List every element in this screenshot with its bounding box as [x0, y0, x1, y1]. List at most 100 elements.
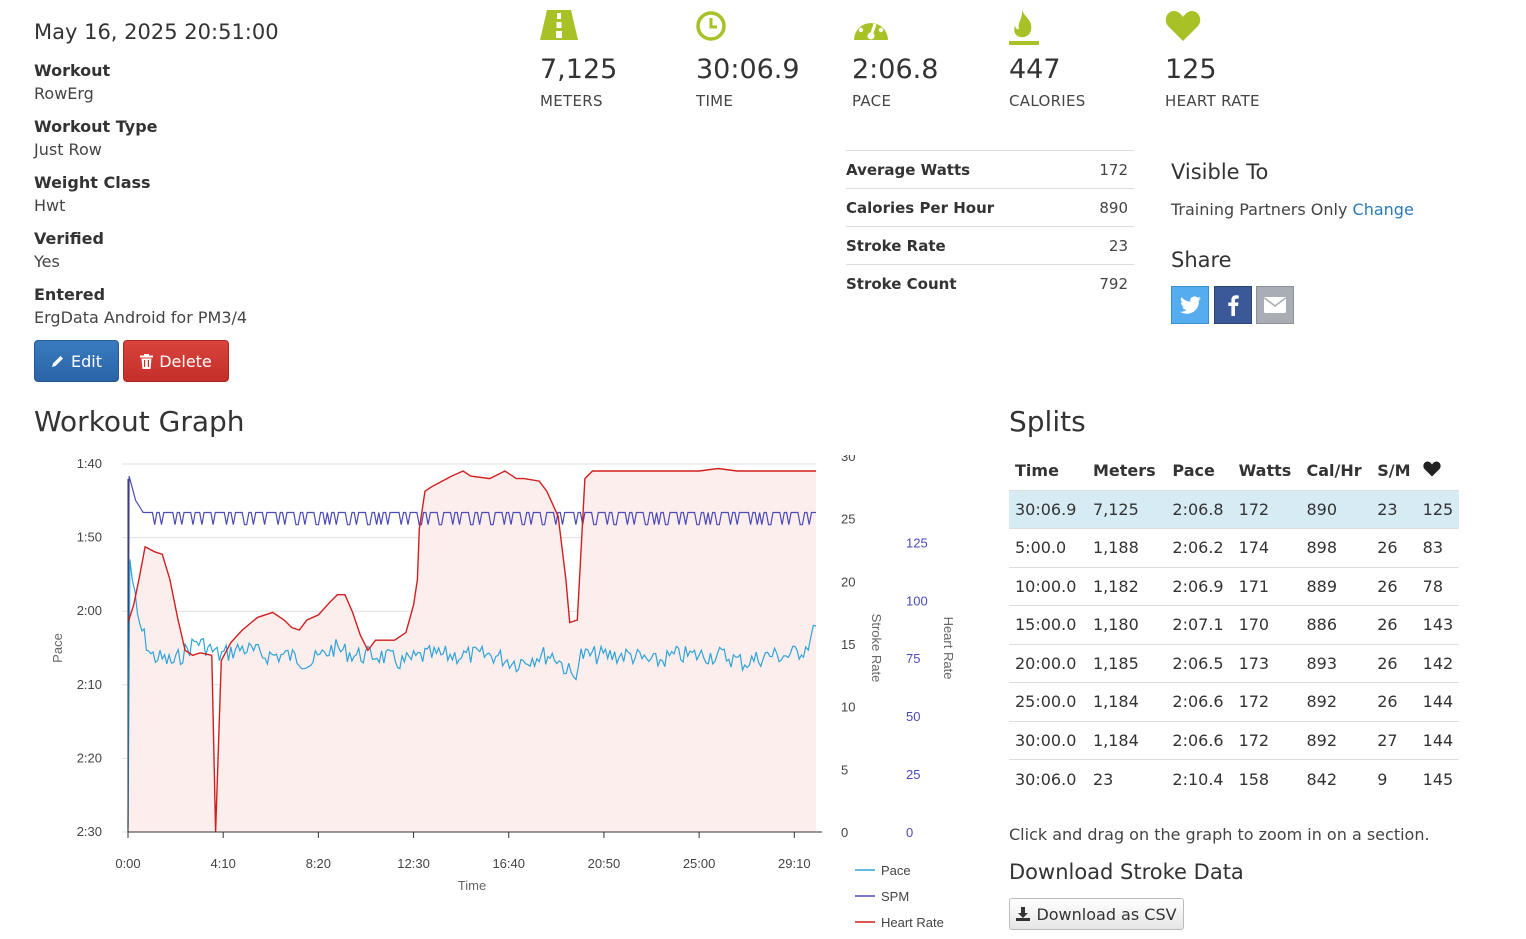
heart-icon: [1423, 461, 1441, 477]
stat-value: 30:06.9: [696, 54, 800, 85]
stat-label: CALORIES: [1009, 92, 1086, 110]
splits-cell: 158: [1232, 759, 1301, 798]
pencil-icon: [52, 356, 63, 367]
workout-graph[interactable]: 1:40 1:50 2:00 2:10 2:20 2:30 30 25 20 15 10 5 0 125 1…: [40, 449, 970, 935]
splits-cell: 78: [1416, 566, 1459, 606]
detail-value: RowErg: [34, 84, 94, 103]
splits-cell: 2:06.6: [1166, 682, 1233, 721]
column-header: Time: [1015, 461, 1059, 481]
splits-cell: 893: [1300, 643, 1372, 683]
spm-line: [127, 475, 816, 829]
heart-rate-axis-label: Heart Rate: [941, 617, 956, 680]
splits-cell: 842: [1300, 759, 1372, 798]
splits-cell: 26: [1371, 528, 1417, 567]
zoom-note: Click and drag on the graph to zoom in o…: [1009, 825, 1430, 844]
stat-label: PACE: [852, 92, 892, 110]
summary-value: 890: [1079, 188, 1134, 227]
summary-value: 792: [1079, 264, 1134, 303]
splits-row: 30:06.0 23 2:10.4 158 842 9 145: [1009, 759, 1459, 798]
column-header: Meters: [1092, 461, 1156, 481]
stat-label: TIME: [696, 92, 734, 110]
heart-rate-tick-label: 0: [906, 825, 913, 840]
splits-cell: 890: [1300, 489, 1372, 529]
splits-cell: 1,188: [1086, 528, 1167, 567]
detail-label: Workout: [34, 61, 111, 80]
splits-cell: 172: [1232, 720, 1301, 760]
delete-button[interactable]: Delete: [123, 340, 229, 382]
splits-cell: 886: [1300, 605, 1372, 644]
stat-label: HEART RATE: [1165, 92, 1260, 110]
twitter-share-button[interactable]: [1171, 286, 1209, 324]
splits-row: 30:00.0 1,184 2:06.6 172 892 27 144: [1009, 720, 1459, 760]
x-tick-label: 16:40: [492, 856, 525, 871]
splits-cell: 20:00.0: [1009, 643, 1087, 683]
legend-spm: SPM: [881, 889, 909, 904]
splits-row: 5:00.0 1,188 2:06.2 174 898 26 83: [1009, 528, 1459, 567]
heart-rate-tick-label: 50: [906, 709, 920, 724]
splits-cell: 2:06.8: [1166, 489, 1233, 529]
splits-cell: 23: [1371, 489, 1417, 529]
pace-tick-label: 2:10: [77, 677, 102, 692]
splits-cell: 125: [1416, 489, 1459, 529]
summary-row: Calories Per Hour 890: [846, 188, 1134, 227]
edit-button[interactable]: Edit: [34, 340, 119, 382]
workout-details: Workout RowErg Workout Type Just Row Wei…: [34, 60, 354, 340]
workout-date: May 16, 2025 20:51:00: [34, 20, 279, 44]
visible-to-heading: Visible To: [1171, 160, 1269, 184]
stat-time: 30:06.9 TIME: [696, 10, 846, 110]
heart-rate-line: [127, 467, 816, 833]
x-tick-label: 25:00: [683, 856, 716, 871]
splits-cell: 15:00.0: [1009, 605, 1087, 644]
facebook-share-button[interactable]: [1214, 286, 1252, 324]
stat-value: 7,125: [540, 54, 618, 85]
stat-meters: 7,125 METERS: [540, 10, 690, 110]
download-csv-button[interactable]: Download as CSV: [1009, 898, 1184, 930]
summary-value: 172: [1079, 150, 1134, 189]
column-header: Cal/Hr: [1306, 461, 1362, 481]
splits-cell: 25:00.0: [1009, 682, 1087, 721]
x-tick-label: 29:10: [778, 856, 811, 871]
stat-label: METERS: [540, 92, 603, 110]
stroke-rate-tick-label: 30: [841, 455, 855, 464]
column-header: Watts: [1238, 461, 1292, 481]
stat-heart-rate: 125 HEART RATE: [1165, 10, 1315, 110]
workout-chart[interactable]: 1:401:502:002:102:202:303025201510501251…: [40, 449, 970, 935]
summary-value: 23: [1079, 226, 1134, 265]
splits-cell: 889: [1300, 566, 1372, 606]
chart-legend: Pace SPM Heart Rate: [855, 863, 944, 930]
splits-cell: 144: [1416, 682, 1459, 721]
x-tick-label: 8:20: [306, 856, 331, 871]
splits-table: Time Meters Pace Watts Cal/Hr S/M 30:06.…: [1009, 452, 1459, 798]
summary-row: Stroke Rate 23: [846, 226, 1134, 265]
splits-cell: 10:00.0: [1009, 566, 1087, 606]
splits-cell: 143: [1416, 605, 1459, 644]
download-csv-label: Download as CSV: [1036, 904, 1177, 924]
splits-cell: 7,125: [1086, 489, 1167, 529]
detail-label: Verified: [34, 229, 104, 248]
splits-cell: 1,185: [1086, 643, 1167, 683]
pace-line: [127, 559, 817, 833]
summary-label: Calories Per Hour: [846, 188, 1080, 227]
stat-value: 447: [1009, 54, 1061, 85]
change-visibility-link[interactable]: Change: [1352, 200, 1414, 219]
summary-row: Stroke Count 792: [846, 264, 1134, 303]
splits-cell: 26: [1371, 643, 1417, 683]
x-tick-label: 4:10: [211, 856, 236, 871]
splits-cell: 1,184: [1086, 720, 1167, 760]
stat-calories: 447 CALORIES: [1009, 10, 1159, 110]
splits-heading: Splits: [1009, 405, 1086, 438]
splits-row: 15:00.0 1,180 2:07.1 170 886 26 143: [1009, 605, 1459, 644]
column-header-heart-rate: [1417, 452, 1459, 490]
detail-label: Weight Class: [34, 173, 151, 192]
splits-cell: 1,180: [1086, 605, 1167, 644]
splits-cell: 2:10.4: [1166, 759, 1233, 798]
splits-cell: 892: [1300, 720, 1372, 760]
email-share-button[interactable]: [1256, 286, 1294, 324]
stroke-rate-tick-label: 25: [841, 512, 855, 527]
splits-cell: 9: [1371, 759, 1417, 798]
splits-cell: 170: [1232, 605, 1301, 644]
heart-rate-tick-label: 25: [906, 767, 920, 782]
flame-icon: [1009, 10, 1039, 45]
summary-row: Average Watts 172: [846, 150, 1134, 189]
download-icon: [1016, 907, 1031, 921]
